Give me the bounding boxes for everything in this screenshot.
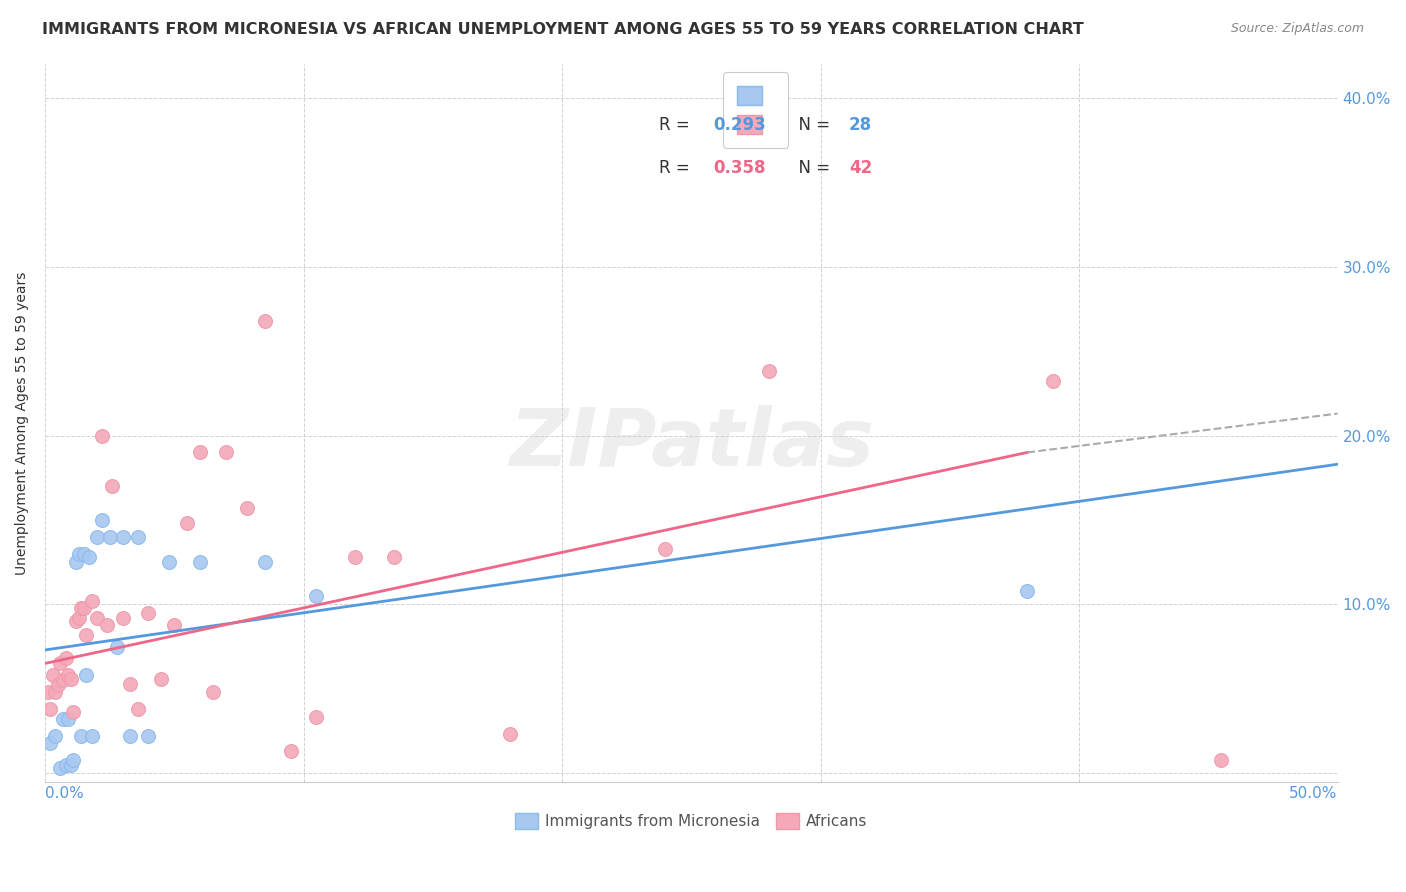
Point: [42, 668, 65, 682]
Point: [138, 606, 160, 620]
Point: [46, 678, 69, 692]
Point: [127, 530, 149, 544]
Point: [52, 712, 75, 726]
Point: [67, 547, 90, 561]
Point: [253, 314, 276, 328]
Point: [654, 541, 676, 556]
Text: 42: 42: [849, 159, 872, 178]
Point: [80, 594, 103, 608]
Point: [176, 516, 198, 531]
Point: [80, 729, 103, 743]
Point: [1211, 753, 1233, 767]
Point: [73, 547, 96, 561]
Point: [111, 530, 134, 544]
Point: [86, 530, 108, 544]
Point: [138, 729, 160, 743]
Text: 50.0%: 50.0%: [1289, 786, 1337, 801]
Text: ZIPatlas: ZIPatlas: [509, 405, 873, 483]
Point: [59, 672, 82, 686]
Text: Source: ZipAtlas.com: Source: ZipAtlas.com: [1230, 22, 1364, 36]
Point: [344, 550, 367, 565]
Point: [758, 364, 780, 378]
Point: [280, 744, 302, 758]
Point: [37, 685, 59, 699]
Text: N =: N =: [789, 159, 835, 178]
Point: [55, 651, 77, 665]
Point: [188, 555, 211, 569]
Point: [111, 611, 134, 625]
Point: [75, 668, 97, 682]
Point: [77, 550, 100, 565]
Point: [96, 617, 118, 632]
Point: [59, 757, 82, 772]
Point: [101, 479, 124, 493]
Point: [120, 677, 142, 691]
Text: 0.0%: 0.0%: [45, 786, 84, 801]
Point: [86, 611, 108, 625]
Text: 0.293: 0.293: [713, 116, 766, 134]
Point: [58, 668, 80, 682]
Point: [235, 501, 257, 516]
Point: [52, 673, 75, 688]
Point: [120, 729, 142, 743]
Point: [105, 640, 128, 654]
Text: R =: R =: [659, 159, 695, 178]
Point: [305, 710, 328, 724]
Point: [73, 600, 96, 615]
Point: [44, 685, 66, 699]
Point: [90, 513, 112, 527]
Point: [44, 729, 66, 743]
Point: [98, 530, 121, 544]
Point: [65, 614, 87, 628]
Point: [1017, 583, 1039, 598]
Text: 0.358: 0.358: [713, 159, 766, 178]
Point: [49, 657, 72, 671]
Point: [55, 757, 77, 772]
Point: [150, 672, 173, 686]
Point: [188, 445, 211, 459]
Point: [499, 727, 522, 741]
Text: R =: R =: [659, 116, 695, 134]
Y-axis label: Unemployment Among Ages 55 to 59 years: Unemployment Among Ages 55 to 59 years: [15, 271, 30, 574]
Point: [202, 685, 225, 699]
Point: [65, 555, 87, 569]
Point: [305, 589, 328, 603]
Point: [215, 445, 238, 459]
Text: 28: 28: [849, 116, 872, 134]
Point: [70, 600, 93, 615]
Text: N =: N =: [789, 116, 835, 134]
Point: [67, 611, 90, 625]
Point: [39, 702, 62, 716]
Text: IMMIGRANTS FROM MICRONESIA VS AFRICAN UNEMPLOYMENT AMONG AGES 55 TO 59 YEARS COR: IMMIGRANTS FROM MICRONESIA VS AFRICAN UN…: [42, 22, 1084, 37]
Point: [49, 761, 72, 775]
Point: [90, 428, 112, 442]
Point: [157, 555, 180, 569]
Point: [58, 712, 80, 726]
Point: [62, 706, 84, 720]
Point: [62, 753, 84, 767]
Point: [163, 617, 186, 632]
Point: [127, 702, 149, 716]
Point: [1042, 375, 1064, 389]
Point: [253, 555, 276, 569]
Point: [382, 550, 405, 565]
Point: [75, 628, 97, 642]
Legend: Immigrants from Micronesia, Africans: Immigrants from Micronesia, Africans: [509, 806, 873, 835]
Point: [70, 729, 93, 743]
Point: [39, 736, 62, 750]
